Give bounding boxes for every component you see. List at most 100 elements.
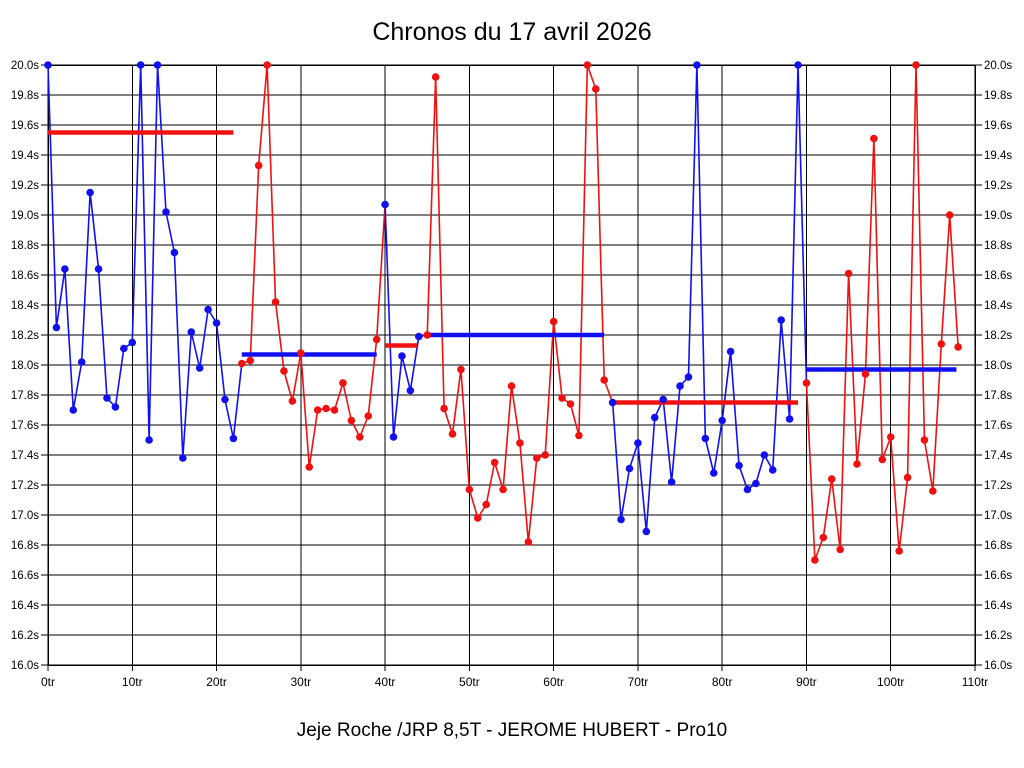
y-axis-tick-label-left: 18.8s bbox=[11, 240, 39, 252]
lap-data-point bbox=[752, 479, 760, 488]
lap-data-point bbox=[777, 316, 785, 324]
lap-data-point bbox=[937, 340, 946, 348]
lap-data-point bbox=[954, 343, 962, 351]
y-axis-tick-label-right: 16.4s bbox=[984, 600, 1012, 612]
lap-data-point bbox=[179, 454, 187, 462]
lap-data-point bbox=[650, 413, 659, 422]
y-axis-tick-label-left: 19.6s bbox=[11, 120, 39, 132]
x-axis-tick-label: 100tr bbox=[877, 675, 904, 689]
lap-data-point bbox=[709, 469, 718, 477]
lap-data-point bbox=[566, 400, 575, 408]
lap-data-point bbox=[583, 61, 592, 69]
y-axis-tick-label-right: 17.6s bbox=[984, 420, 1012, 432]
lap-data-point bbox=[524, 538, 533, 546]
lap-data-point bbox=[844, 269, 853, 278]
lap-data-point bbox=[254, 161, 263, 170]
y-axis-tick-label-left: 19.2s bbox=[11, 180, 39, 192]
lap-data-point bbox=[507, 382, 516, 390]
lap-data-point bbox=[44, 61, 52, 69]
y-axis-tick-label-right: 16.8s bbox=[984, 540, 1012, 552]
y-axis-tick-label-right: 17.0s bbox=[984, 510, 1012, 522]
lap-data-point bbox=[532, 454, 541, 462]
lap-data-point bbox=[145, 436, 153, 444]
lap-time-series-red bbox=[426, 64, 614, 543]
lap-data-point bbox=[431, 73, 440, 81]
y-axis-tick-label-left: 16.6s bbox=[11, 570, 39, 582]
y-axis-tick-label-right: 18.4s bbox=[984, 300, 1012, 312]
lap-data-point bbox=[221, 395, 229, 404]
y-axis-tick-label-right: 18.6s bbox=[984, 270, 1012, 282]
lap-data-point bbox=[406, 386, 415, 395]
y-axis-tick-label-left: 18.2s bbox=[11, 330, 39, 342]
lap-data-point bbox=[870, 134, 878, 143]
lap-data-point bbox=[111, 403, 120, 411]
lap-data-point bbox=[372, 335, 381, 344]
lap-time-series-blue bbox=[384, 204, 428, 438]
lap-data-point bbox=[903, 473, 912, 482]
y-axis-tick-label-left: 17.0s bbox=[11, 510, 39, 522]
lap-data-point bbox=[440, 404, 448, 413]
lap-data-point bbox=[945, 211, 954, 219]
lap-data-point bbox=[667, 478, 676, 486]
y-axis-tick-label-left: 18.0s bbox=[11, 360, 39, 372]
lap-data-point bbox=[204, 305, 212, 314]
lap-data-point bbox=[617, 515, 625, 524]
x-axis-tick-label: 80tr bbox=[712, 675, 733, 689]
lap-data-point bbox=[516, 439, 524, 447]
lap-data-point bbox=[339, 379, 347, 387]
lap-data-point bbox=[389, 433, 398, 441]
y-axis-tick-label-left: 16.4s bbox=[11, 600, 39, 612]
lap-data-point bbox=[811, 556, 819, 564]
lap-data-point bbox=[271, 298, 280, 306]
lap-time-series-blue bbox=[47, 64, 243, 459]
lap-data-point bbox=[735, 461, 743, 470]
y-axis-tick-label-right: 17.4s bbox=[984, 450, 1012, 462]
y-axis-tick-label-right: 16.2s bbox=[984, 630, 1012, 642]
y-axis-tick-label-left: 16.2s bbox=[11, 630, 39, 642]
lap-data-point bbox=[86, 188, 94, 197]
y-axis-tick-label-right: 19.2s bbox=[984, 180, 1012, 192]
x-axis-tick-label: 50tr bbox=[459, 675, 480, 689]
y-axis-tick-label-left: 18.6s bbox=[11, 270, 39, 282]
lap-data-point bbox=[77, 358, 86, 366]
lap-data-point bbox=[238, 359, 246, 368]
lap-data-point bbox=[634, 439, 642, 447]
lap-data-point bbox=[457, 365, 465, 374]
y-axis-tick-label-left: 19.0s bbox=[11, 210, 39, 222]
y-axis-tick-label-left: 17.6s bbox=[11, 420, 39, 432]
lap-data-point bbox=[912, 61, 920, 69]
lap-data-point bbox=[659, 395, 667, 404]
y-axis-tick-label-left: 18.4s bbox=[11, 300, 39, 312]
lap-data-point bbox=[162, 208, 170, 216]
lap-data-point bbox=[625, 464, 634, 473]
lap-data-point bbox=[398, 352, 406, 360]
lap-data-point bbox=[423, 331, 432, 339]
lap-data-point bbox=[212, 319, 221, 327]
lap-data-point bbox=[853, 460, 861, 468]
y-axis-tick-label-right: 17.8s bbox=[984, 390, 1012, 402]
lap-data-point bbox=[819, 533, 828, 542]
lap-data-point bbox=[920, 436, 929, 444]
x-axis-tick-label: 20tr bbox=[206, 675, 227, 689]
lap-data-point bbox=[642, 527, 651, 536]
lap-data-point bbox=[229, 434, 238, 443]
lap-data-point bbox=[558, 394, 566, 402]
lap-data-point bbox=[356, 433, 364, 441]
chart-caption: Jeje Roche /JRP 8,5T - JEROME HUBERT - P… bbox=[296, 720, 728, 741]
lap-data-point bbox=[297, 349, 305, 357]
x-axis-tick-label: 70tr bbox=[628, 675, 649, 689]
lap-data-point bbox=[381, 200, 389, 209]
lap-data-point bbox=[836, 545, 844, 554]
lap-data-point bbox=[608, 398, 617, 407]
lap-data-point bbox=[549, 317, 558, 326]
lap-data-point bbox=[187, 328, 196, 336]
y-axis-tick-label-left: 19.8s bbox=[11, 90, 39, 102]
lap-data-point bbox=[120, 344, 128, 353]
lap-data-point bbox=[895, 547, 903, 555]
lap-data-point bbox=[768, 466, 777, 474]
lap-data-point bbox=[827, 475, 836, 483]
lap-time-series-blue bbox=[611, 64, 808, 533]
lap-data-point bbox=[693, 61, 701, 69]
